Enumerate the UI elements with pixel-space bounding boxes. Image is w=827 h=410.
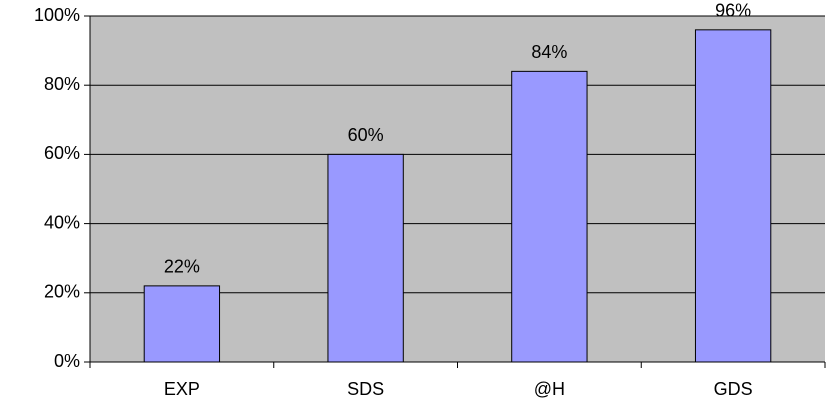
data-label: 96% — [715, 1, 751, 21]
y-tick-label: 100% — [34, 5, 80, 25]
y-tick-label: 0% — [54, 351, 80, 371]
bar — [511, 70, 588, 363]
data-label: 84% — [531, 42, 567, 62]
y-tick-label: 80% — [44, 74, 80, 94]
x-tick-label: @H — [534, 379, 565, 399]
bar — [327, 153, 404, 363]
bar — [694, 29, 772, 363]
data-label: 60% — [348, 125, 384, 145]
y-tick-label: 60% — [44, 143, 80, 163]
y-tick-label: 20% — [44, 282, 80, 302]
data-label: 22% — [164, 257, 200, 277]
x-tick-label: EXP — [164, 379, 200, 399]
bar — [143, 285, 221, 363]
x-tick-label: GDS — [714, 379, 753, 399]
x-tick-label: SDS — [347, 379, 384, 399]
y-tick-label: 40% — [44, 212, 80, 232]
